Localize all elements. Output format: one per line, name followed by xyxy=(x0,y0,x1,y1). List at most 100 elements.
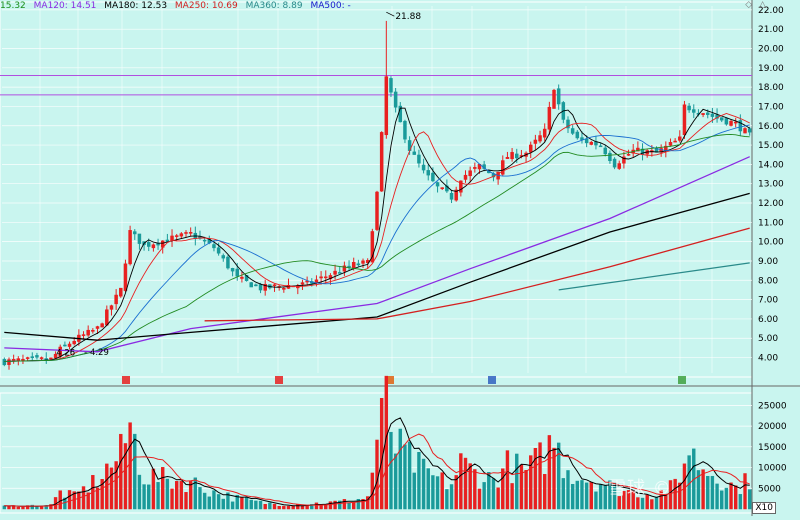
candle-body xyxy=(538,135,542,142)
volume-bar xyxy=(501,468,505,510)
volume-bar xyxy=(459,453,463,510)
volume-bar xyxy=(365,496,370,510)
volume-ma-line xyxy=(4,417,750,507)
candle-body xyxy=(314,279,319,283)
volume-bar xyxy=(258,500,263,510)
candle-body xyxy=(35,355,39,358)
volume-bar xyxy=(133,433,137,510)
volume-bar xyxy=(58,490,62,510)
volume-bar xyxy=(226,492,230,510)
volume-bar xyxy=(352,501,356,510)
volume-bar xyxy=(212,490,216,510)
volume-bar xyxy=(361,499,365,510)
candle-body xyxy=(170,235,174,241)
price-tick-label: 4.00 xyxy=(758,354,778,364)
volume-bar xyxy=(696,470,701,510)
volume-bar xyxy=(505,450,510,510)
event-marker xyxy=(488,376,496,384)
candle-body xyxy=(375,191,379,230)
volume-bar xyxy=(184,492,188,510)
candle-body xyxy=(105,309,109,326)
volume-bar xyxy=(347,502,351,510)
volume-bar xyxy=(277,506,281,510)
candle-body xyxy=(39,357,44,359)
event-marker xyxy=(678,376,686,384)
volume-bar xyxy=(25,505,30,510)
candle-body xyxy=(156,243,160,246)
volume-bar xyxy=(556,442,561,510)
candle-body xyxy=(188,232,193,234)
volume-bar xyxy=(445,489,449,510)
candle-body xyxy=(501,160,505,175)
legend-ma120: MA120: 14.51 xyxy=(33,1,97,11)
volume-bar xyxy=(161,467,165,510)
volume-bar xyxy=(715,483,719,510)
candle-body xyxy=(692,109,696,113)
price-tick-label: 11.00 xyxy=(758,218,784,228)
volume-bar xyxy=(156,482,160,510)
volume-bar xyxy=(589,481,593,510)
ma-legend: 15.32 MA120: 14.51 MA180: 12.53 MA250: 1… xyxy=(0,0,356,12)
candle-body xyxy=(258,284,263,291)
volume-bar xyxy=(179,480,184,510)
candle-body xyxy=(16,358,21,361)
volume-bar xyxy=(417,452,421,510)
candle-body xyxy=(682,104,687,136)
candle-body xyxy=(412,151,417,155)
short-ma-line xyxy=(4,133,750,362)
candle-body xyxy=(254,284,258,287)
legend-ma180: MA180: 12.53 xyxy=(104,1,168,11)
ma-line-ma120 xyxy=(4,156,750,353)
candle-body xyxy=(119,287,123,297)
candle-body xyxy=(449,192,454,200)
candle-body xyxy=(733,121,738,124)
volume-bar xyxy=(575,480,580,510)
candle-body xyxy=(114,294,118,305)
volume-bar xyxy=(636,497,640,510)
volume-bar xyxy=(543,474,547,510)
triangle-icon[interactable]: △ xyxy=(759,0,766,10)
volume-bar xyxy=(147,484,151,510)
volume-bar xyxy=(645,494,649,510)
volume-bar xyxy=(561,478,566,510)
candle-body xyxy=(603,147,608,155)
candle-body xyxy=(384,76,389,136)
volume-bar xyxy=(142,484,146,510)
price-tick-label: 18.00 xyxy=(758,83,784,93)
volume-bar xyxy=(668,480,673,510)
candle-body xyxy=(584,138,589,144)
event-marker xyxy=(122,376,130,384)
candle-body xyxy=(552,89,556,109)
candle-body xyxy=(431,172,435,182)
volume-bar xyxy=(454,475,458,510)
candle-body xyxy=(86,329,90,336)
candle-body xyxy=(393,91,398,108)
candle-body xyxy=(622,156,626,164)
volume-bar xyxy=(216,494,221,510)
candle-body xyxy=(216,247,221,254)
volume-bar xyxy=(249,499,253,510)
volume-bar xyxy=(701,469,705,510)
candle-body xyxy=(221,255,226,259)
volume-bar xyxy=(524,470,528,510)
candle-body xyxy=(226,256,230,269)
volume-bar xyxy=(16,507,20,510)
volume-bar xyxy=(608,480,612,510)
volume-bar xyxy=(510,483,514,510)
volume-bar xyxy=(673,478,677,510)
candle-body xyxy=(403,120,407,140)
candle-body xyxy=(282,288,286,290)
ma-line-ma250 xyxy=(204,227,750,322)
volume-bar xyxy=(566,470,570,510)
volume-bar xyxy=(403,444,407,510)
legend-last-price: 15.32 xyxy=(0,1,26,11)
candle-body xyxy=(109,305,114,310)
candle-body xyxy=(91,330,95,332)
volume-tick-label: 20000 xyxy=(758,422,787,432)
diamond-icon[interactable]: ◇ xyxy=(745,0,753,10)
volume-bar xyxy=(678,482,682,510)
volume-bar xyxy=(375,439,379,510)
candle-body xyxy=(668,142,673,146)
volume-bar xyxy=(594,491,598,510)
candle-body xyxy=(351,262,356,268)
